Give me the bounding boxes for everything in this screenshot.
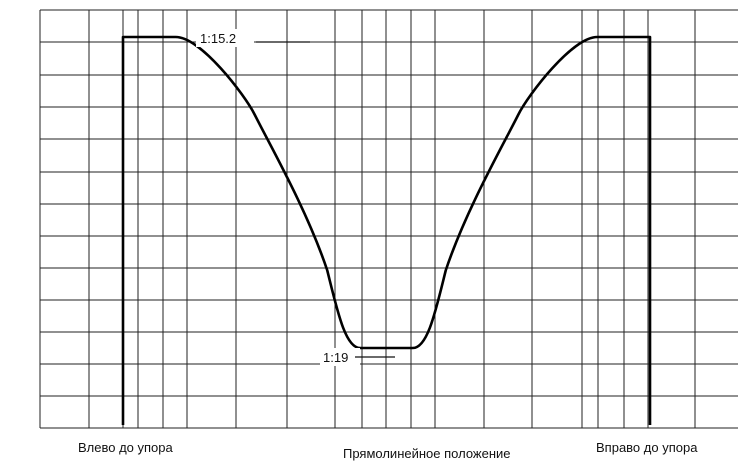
annotation-min-label: 1:19 bbox=[323, 350, 348, 365]
annotation-min-bg bbox=[320, 348, 360, 366]
x-label-straight-ahead: Прямолинейное положение bbox=[343, 446, 511, 461]
x-label-right-lock: Вправо до упора bbox=[596, 440, 698, 455]
ratio-curve bbox=[121, 35, 652, 425]
x-label-left-lock: Влево до упора bbox=[78, 440, 173, 455]
annotation-max-label: 1:15.2 bbox=[200, 31, 236, 46]
annotation-max-bg bbox=[196, 29, 254, 47]
